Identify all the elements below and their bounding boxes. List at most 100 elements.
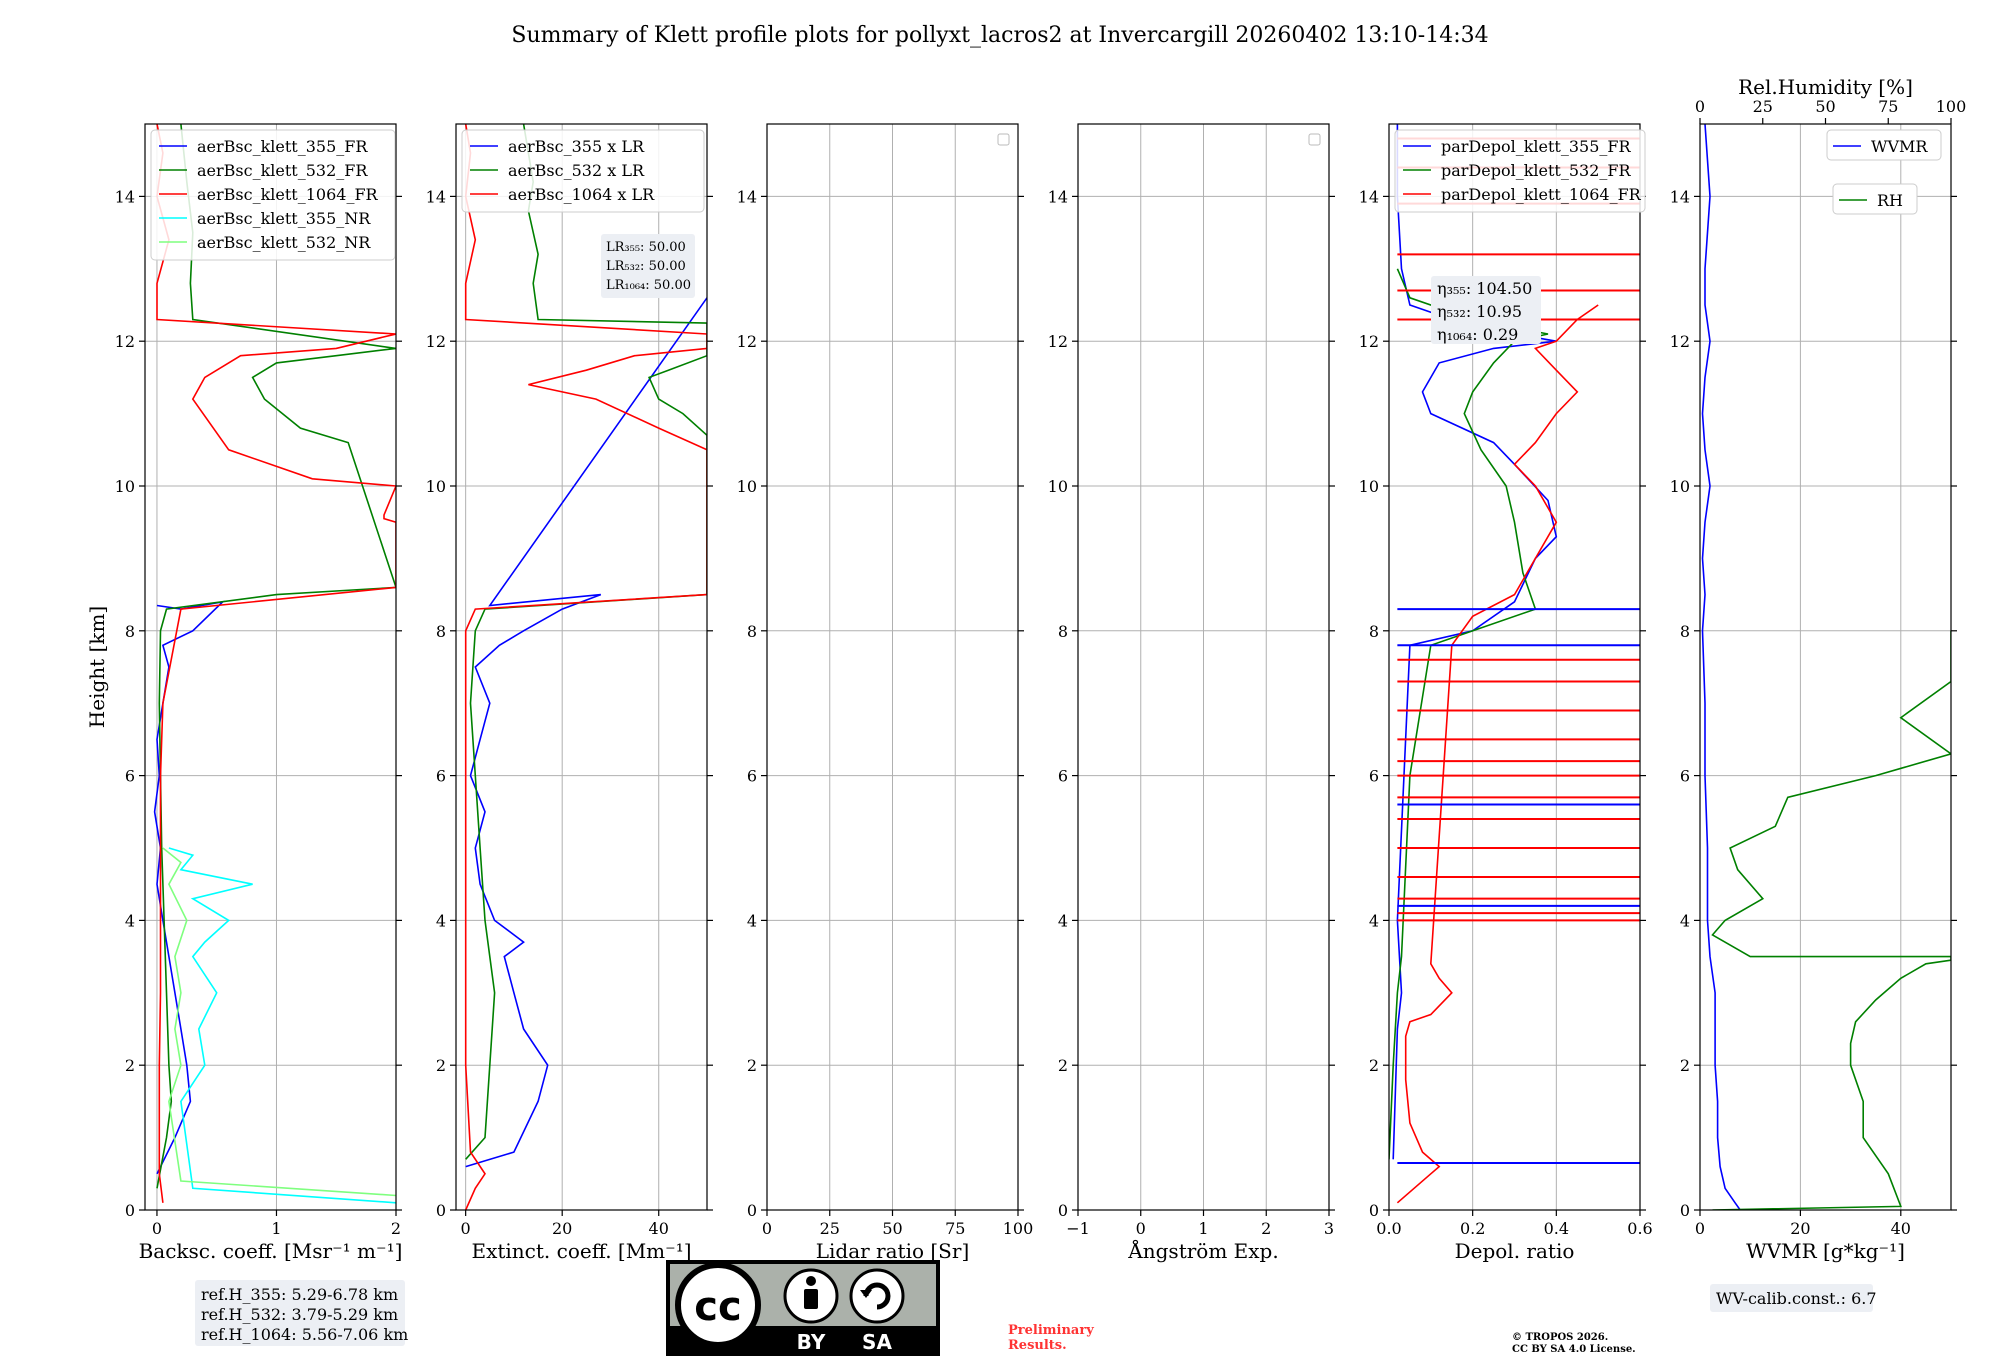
series-line-parDepol_klett_532_FR — [1389, 268, 1549, 1160]
x-tick-label: 100 — [1003, 1219, 1034, 1238]
share-alike-icon — [849, 1268, 905, 1324]
y-tick-label: 0 — [1680, 1201, 1690, 1220]
sa-label: SA — [862, 1330, 892, 1354]
legend-label: WVMR — [1871, 137, 1928, 156]
y-tick-label: 2 — [1369, 1056, 1379, 1075]
x-tick-label: 40 — [649, 1219, 669, 1238]
series-line-WVMR — [1701, 124, 1741, 1210]
panel-extinction: 0 20 40 0 2 4 6 8 10 12 14 Extinct. coeff. [Mm⁻¹] ae… — [426, 123, 713, 1263]
series-line-aerBsc_klett_355_NR — [168, 847, 396, 1204]
reference-heights-box: ref.H_355: 5.29-6.78 km ref.H_532: 3.79-… — [195, 1280, 408, 1346]
legend-label: RH — [1877, 191, 1903, 210]
legend: aerBsc_355 x LR aerBsc_532 x LR aerBsc_106… — [461, 129, 705, 213]
ref-height-355: ref.H_355: 5.29-6.78 km — [201, 1285, 398, 1304]
series-line-aerBsc_355 x LR — [465, 297, 707, 1168]
x-tick-label: 20 — [1790, 1219, 1810, 1238]
legend: parDepol_klett_355_FR parDepol_klett_532_… — [1394, 129, 1646, 213]
y-axis-label: Height [km] — [85, 606, 109, 728]
copyright-line2: CC BY SA 4.0 License. — [1512, 1344, 1636, 1355]
y-tick-label: 6 — [1369, 767, 1379, 786]
y-tick-label: 14 — [1670, 187, 1690, 206]
legend-label: aerBsc_klett_532_FR — [197, 161, 368, 180]
legend-box — [461, 129, 705, 213]
y-tick-label: 6 — [436, 767, 446, 786]
series-line-RH — [1711, 630, 1951, 1210]
y-tick-label: 12 — [426, 332, 446, 351]
panel-lidar-ratio: 0 25 50 75 100 0 2 4 6 8 10 12 14 Lidar ratio [Sr] — [737, 123, 1034, 1263]
y-tick-label: 2 — [436, 1056, 446, 1075]
x-tick-label: 2 — [1261, 1219, 1271, 1238]
x-axis-label: Ångström Exp. — [1127, 1238, 1278, 1263]
panel-frame — [1699, 123, 1952, 1211]
y-tick-label: 14 — [426, 187, 446, 206]
annotation-line: LR₅₃₂: 50.00 — [606, 259, 686, 274]
y-tick-label: 4 — [1369, 911, 1379, 930]
annotation-line: η₁₀₆₄: 0.29 — [1437, 325, 1518, 344]
annotation-line: η₅₃₂: 10.95 — [1437, 302, 1522, 321]
panel-water-vapour: 0 20 40 0 2 4 6 8 10 12 14 WVMR [g*kg⁻¹] 0 25 50 75 100 R… — [1670, 75, 1967, 1263]
y-tick-label: 12 — [115, 332, 135, 351]
top-axis-label: Rel.Humidity [%] — [1738, 75, 1913, 99]
legend-label: aerBsc_klett_355_NR — [197, 209, 371, 228]
top-x-tick-label: 0 — [1695, 97, 1705, 116]
series-line-aerBsc_klett_1064_FR — [156, 124, 396, 1203]
x-tick-label: 75 — [945, 1219, 965, 1238]
panel-frame — [1388, 123, 1641, 1211]
x-tick-label: 0.6 — [1627, 1219, 1652, 1238]
legend-label: aerBsc_1064 x LR — [508, 185, 655, 204]
y-tick-label: 4 — [125, 911, 135, 930]
x-tick-label: 40 — [1891, 1219, 1911, 1238]
cc-by-sa-badge: cc BY SA — [666, 1260, 940, 1356]
y-tick-label: 8 — [1369, 622, 1379, 641]
series-line-parDepol_klett_1064_FR — [1396, 304, 1599, 1204]
y-tick-label: 8 — [436, 622, 446, 641]
ref-height-532: ref.H_532: 3.79-5.29 km — [201, 1305, 398, 1324]
y-tick-label: 8 — [747, 622, 757, 641]
x-tick-label: 0 — [152, 1219, 162, 1238]
y-tick-label: 12 — [737, 332, 757, 351]
y-tick-label: 14 — [115, 187, 135, 206]
annotation-box: LR₃₅₅: 50.00 LR₅₃₂: 50.00 LR₁₀₆₄: 50.00 — [601, 234, 695, 298]
y-tick-label: 6 — [1058, 767, 1068, 786]
legend-box — [1394, 129, 1646, 213]
x-axis-label: Extinct. coeff. [Mm⁻¹] — [471, 1239, 691, 1263]
annotation-line: LR₃₅₅: 50.00 — [606, 240, 686, 255]
legend-label: aerBsc_klett_532_NR — [197, 233, 371, 252]
legend: RH — [1832, 183, 1918, 215]
y-tick-label: 14 — [1048, 187, 1068, 206]
x-axis-label: Lidar ratio [Sr] — [816, 1239, 970, 1263]
x-tick-label: 25 — [820, 1219, 840, 1238]
legend-box — [1832, 183, 1918, 215]
y-tick-label: 6 — [1680, 767, 1690, 786]
y-tick-label: 2 — [125, 1056, 135, 1075]
y-tick-label: 4 — [1058, 911, 1068, 930]
y-tick-label: 8 — [125, 622, 135, 641]
series-line-aerBsc_klett_532_FR — [156, 124, 396, 1189]
x-tick-label: −1 — [1066, 1219, 1090, 1238]
x-tick-label: 50 — [882, 1219, 902, 1238]
x-tick-label: 0 — [1695, 1219, 1705, 1238]
y-tick-label: 0 — [436, 1201, 446, 1220]
x-tick-label: 1 — [1198, 1219, 1208, 1238]
y-tick-label: 2 — [747, 1056, 757, 1075]
series-line-aerBsc_1064 x LR — [464, 124, 707, 1210]
legend: WVMR — [1826, 129, 1942, 161]
y-tick-label: 4 — [436, 911, 446, 930]
y-tick-label: 10 — [1670, 477, 1690, 496]
legend-label: parDepol_klett_532_FR — [1441, 161, 1632, 180]
y-tick-label: 14 — [737, 187, 757, 206]
x-tick-label: 0 — [1136, 1219, 1146, 1238]
y-tick-label: 8 — [1058, 622, 1068, 641]
x-tick-label: 0.0 — [1376, 1219, 1401, 1238]
x-tick-label: 0.2 — [1460, 1219, 1485, 1238]
y-tick-label: 0 — [125, 1201, 135, 1220]
annotation-line: LR₁₀₆₄: 50.00 — [606, 278, 691, 293]
by-label: BY — [797, 1330, 826, 1354]
series-line-aerBsc_532 x LR — [465, 124, 707, 1160]
y-tick-label: 14 — [1359, 187, 1379, 206]
y-tick-label: 10 — [115, 477, 135, 496]
panel-frame — [144, 123, 397, 1211]
x-axis-label: Backsc. coeff. [Msr⁻¹ m⁻¹] — [139, 1239, 403, 1263]
figure-title: Summary of Klett profile plots for polly… — [511, 23, 1488, 48]
